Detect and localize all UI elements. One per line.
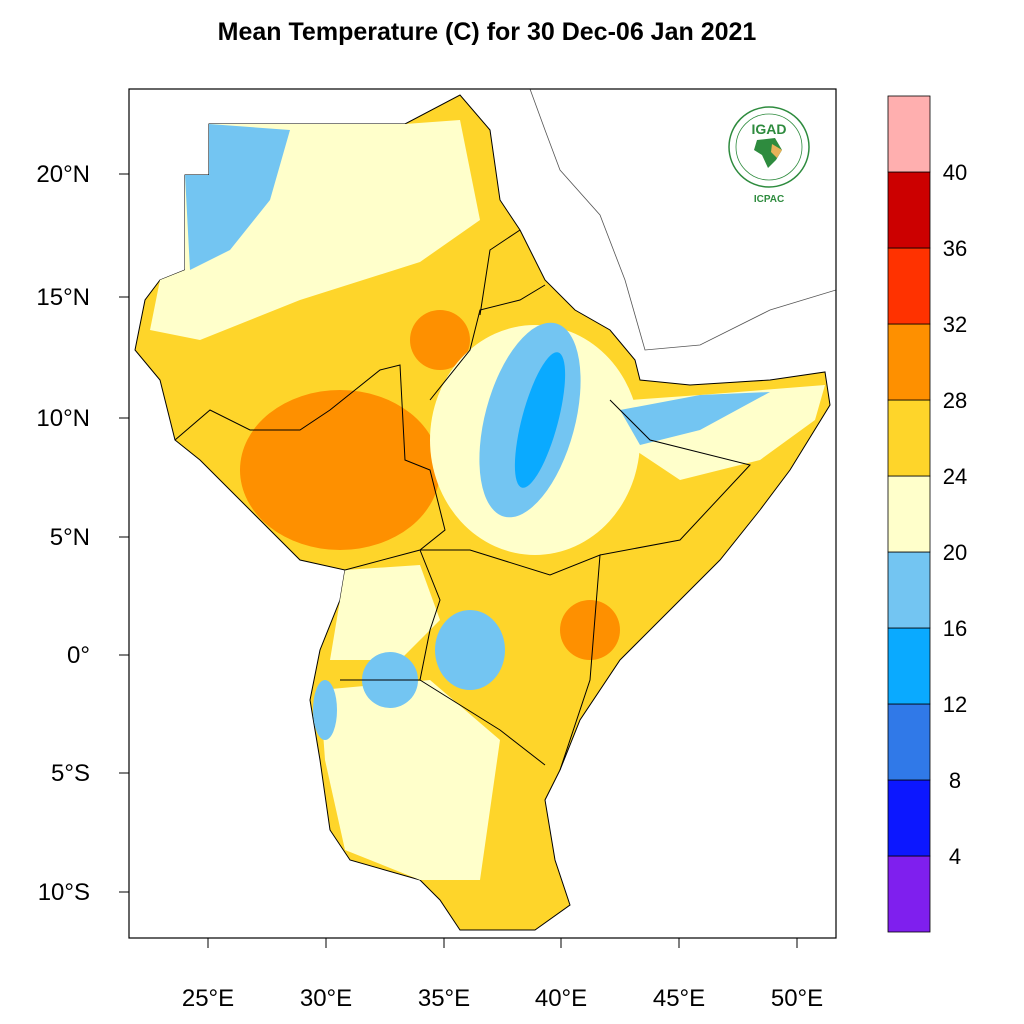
zone-28-32-east: [560, 600, 620, 660]
colorbar-box: [887, 627, 931, 705]
colorbar-label: 36: [943, 236, 967, 261]
zone-12-16-ethiopia: [514, 352, 566, 488]
colorbar-box: [887, 323, 931, 401]
colorbar-label: 32: [943, 312, 967, 337]
lat-tick-label: 10°N: [36, 405, 90, 432]
colorbar-box: [887, 247, 931, 325]
lon-tick-label: 50°E: [771, 985, 823, 1012]
africa-icon: [754, 138, 782, 168]
zone-20-24-tanzania: [320, 680, 500, 880]
colorbar-box: [887, 779, 931, 857]
colorbar-label: 16: [943, 616, 967, 641]
tick-marks: [119, 173, 798, 948]
lat-tick-label: 15°N: [36, 284, 90, 311]
zone-16-20-somalia-ridge: [620, 392, 770, 445]
map-frame: [128, 88, 837, 939]
zone-28-32-south-sudan: [240, 390, 440, 550]
colorbar-box: [887, 95, 931, 173]
colorbar-label: 4: [949, 844, 961, 869]
colorbar-box: [887, 475, 931, 553]
zone-20-24-uganda: [330, 565, 440, 660]
colorbar-box: [887, 551, 931, 629]
lat-tick-label: 10°S: [38, 879, 90, 906]
colorbar-box: [887, 703, 931, 781]
lon-tick-label: 25°E: [182, 985, 234, 1012]
colorbar: [887, 95, 931, 933]
lat-tick-label: 0°: [67, 642, 90, 669]
lon-tick-label: 45°E: [653, 985, 705, 1012]
zone-16-20-west-rift: [313, 680, 337, 740]
lat-tick-label: 20°N: [36, 161, 90, 188]
logo-text: IGAD: [752, 121, 787, 137]
map-title: Mean Temperature (C) for 30 Dec-06 Jan 2…: [217, 18, 757, 46]
colorbar-label: 28: [943, 388, 967, 413]
country-borders: [174, 229, 751, 771]
zone-28-32-sudan: [410, 310, 470, 370]
colorbar-box: [887, 855, 931, 933]
lat-tick-label: 5°N: [50, 524, 90, 551]
arabian-coastline: [529, 89, 836, 351]
colorbar-box: [887, 171, 931, 249]
colorbar-label: 8: [949, 768, 961, 793]
colorbar-label: 12: [943, 692, 967, 717]
lat-tick-label: 5°S: [51, 760, 90, 787]
lon-tick-label: 35°E: [418, 985, 470, 1012]
lon-tick-label: 30°E: [300, 985, 352, 1012]
lon-tick-label: 40°E: [535, 985, 587, 1012]
igad-icpac-logo: IGAD ICPAC: [728, 106, 810, 205]
colorbar-label: 24: [943, 464, 967, 489]
colorbar-label: 40: [943, 160, 967, 185]
colorbar-box: [887, 399, 931, 477]
zone-16-20-kenya: [435, 610, 505, 690]
zone-16-20-northwest: [185, 124, 290, 270]
colorbar-label: 20: [943, 540, 967, 565]
logo-subtitle: ICPAC: [754, 194, 784, 205]
